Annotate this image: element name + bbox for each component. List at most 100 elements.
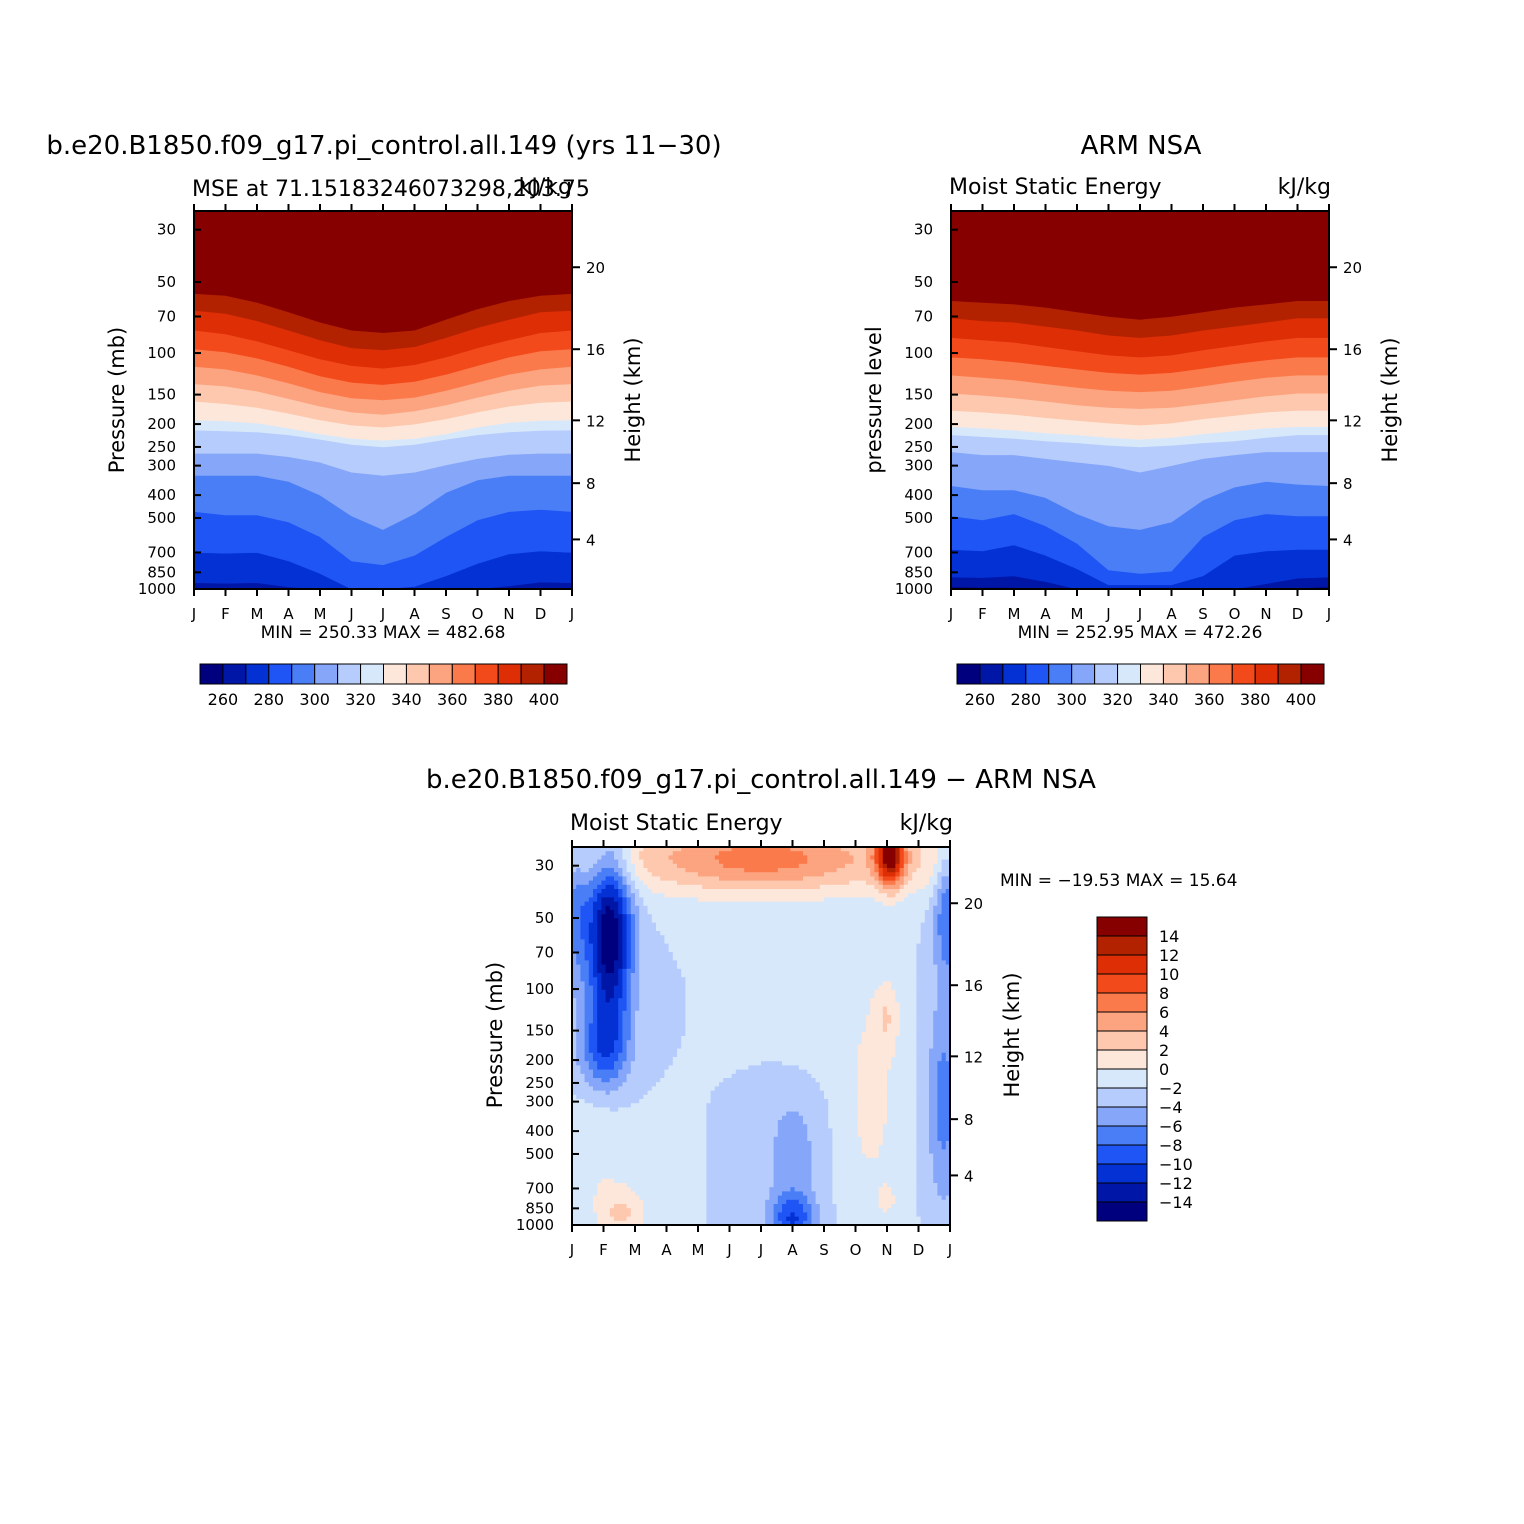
diff-contour-cell bbox=[803, 1220, 812, 1225]
diff-contour-cell bbox=[601, 1078, 611, 1083]
diff-contour-cell bbox=[887, 1086, 917, 1092]
diff-contour-cell bbox=[937, 1073, 950, 1079]
diff-contour-cell bbox=[572, 1178, 602, 1184]
diff-contour-cell bbox=[861, 1136, 884, 1142]
diff-contour-cell bbox=[622, 893, 628, 898]
diff-contour-cell bbox=[878, 851, 884, 856]
diff-contour-cell bbox=[878, 1191, 892, 1197]
diff-contour-cell bbox=[572, 889, 594, 894]
diff-contour-cell bbox=[618, 943, 623, 949]
diff-xtick-label: F bbox=[599, 1241, 608, 1259]
diff-contour-cell bbox=[622, 1010, 632, 1016]
diff-contour-cell bbox=[945, 960, 950, 966]
diff-contour-cell bbox=[891, 1187, 917, 1192]
diff-contour-cell bbox=[782, 1208, 804, 1213]
diff-contour-cell bbox=[895, 855, 901, 861]
diff-contour-cell bbox=[588, 939, 598, 945]
diff-contour-cell bbox=[622, 973, 628, 978]
diff-contour-cell bbox=[874, 897, 905, 903]
diff-contour-cell bbox=[916, 1162, 934, 1167]
diff-contour-cell bbox=[580, 935, 590, 940]
diff-contour-cell bbox=[647, 884, 703, 890]
diff-contour-cell bbox=[807, 1199, 817, 1205]
diff-contour-cell bbox=[811, 1183, 833, 1188]
diff-contour-cell bbox=[572, 847, 623, 852]
diff-contour-cell bbox=[790, 1220, 796, 1225]
diff-contour-cell bbox=[584, 1027, 590, 1033]
diff-contour-cell bbox=[933, 1019, 950, 1024]
diff-contour-cell bbox=[899, 1015, 917, 1020]
diff-contour-cell bbox=[584, 989, 594, 995]
model-colorbar-swatch bbox=[383, 663, 407, 685]
diff-contour-cell bbox=[572, 1162, 707, 1167]
diff-contour-cell bbox=[916, 1204, 950, 1209]
diff-contour-cell bbox=[630, 1069, 665, 1075]
diff-contour-cell bbox=[719, 1082, 821, 1087]
diff-contour-cell bbox=[572, 994, 586, 999]
diff-contour-cell bbox=[916, 1031, 934, 1037]
diff-contour-cell bbox=[929, 1124, 938, 1129]
diff-contour-cell bbox=[719, 859, 808, 865]
diff-contour-cell bbox=[651, 872, 699, 877]
diff-contour-cell bbox=[609, 1052, 619, 1058]
diff-contour-cell bbox=[807, 1195, 817, 1201]
diff-contour-cell bbox=[945, 889, 950, 894]
diff-colorbar-label: −4 bbox=[1159, 1098, 1183, 1117]
diff-contour-cell bbox=[937, 1082, 950, 1087]
diff-contour-cell bbox=[647, 910, 926, 915]
diff-colorbar-swatch bbox=[1096, 992, 1148, 1013]
diff-contour-cell bbox=[639, 851, 674, 856]
diff-contour-cell bbox=[584, 1036, 590, 1041]
diff-contour-cell bbox=[916, 1115, 930, 1121]
diff-contour-cell bbox=[572, 851, 607, 856]
diff-contour-cell bbox=[811, 1204, 821, 1209]
diff-contour-cell bbox=[941, 901, 950, 907]
diff-contour-cell bbox=[937, 1078, 950, 1083]
diff-contour-cell bbox=[635, 1191, 707, 1197]
diff-contour-cell bbox=[635, 922, 640, 928]
diff-contour-cell bbox=[635, 1027, 686, 1033]
diff-contour-cell bbox=[584, 1052, 594, 1058]
diff-contour-cell bbox=[622, 1036, 632, 1041]
diff-contour-cell bbox=[681, 968, 917, 974]
diff-contour-cell bbox=[588, 922, 598, 928]
diff-contour-cell bbox=[601, 901, 619, 907]
diff-contour-cell bbox=[916, 1170, 934, 1176]
diff-contour-cell bbox=[895, 851, 901, 856]
model-contour-band bbox=[194, 211, 572, 334]
diff-contour-cell bbox=[832, 1199, 880, 1205]
diff-contour-cell bbox=[937, 851, 950, 856]
diff-contour-cell bbox=[626, 905, 632, 911]
diff-contour-cell bbox=[815, 1195, 833, 1201]
diff-contour-cell bbox=[626, 960, 632, 966]
diff-contour-cell bbox=[857, 1128, 884, 1134]
diff-contour-cell bbox=[916, 1145, 930, 1150]
diff-contour-cell bbox=[626, 943, 632, 949]
diff-contour-cell bbox=[630, 960, 636, 966]
diff-contour-cell bbox=[622, 901, 628, 907]
diff-contour-cell bbox=[597, 1015, 619, 1020]
diff-contour-cell bbox=[584, 939, 590, 945]
diff-contour-cell bbox=[630, 897, 636, 903]
diff-contour-cell bbox=[593, 1015, 598, 1020]
diff-ytick-label: 150 bbox=[525, 1022, 554, 1040]
diff-contour-cell bbox=[937, 1132, 950, 1138]
diff-contour-cell bbox=[937, 1094, 950, 1100]
diff-contour-cell bbox=[685, 1010, 871, 1016]
diff-contour-cell bbox=[937, 1086, 950, 1092]
diff-ytick-label: 200 bbox=[525, 1051, 554, 1069]
diff-contour-cell bbox=[882, 1183, 888, 1188]
diff-contour-cell bbox=[635, 1023, 686, 1029]
diff-contour-cell bbox=[580, 968, 590, 974]
diff-contour-cell bbox=[857, 1048, 896, 1054]
diff-contour-cell bbox=[584, 1099, 640, 1104]
diff-contour-cell bbox=[664, 935, 922, 940]
diff-contour-cell bbox=[937, 931, 950, 936]
diff-contour-cell bbox=[887, 893, 896, 898]
diff-contour-cell bbox=[815, 1191, 833, 1197]
diff-contour-cell bbox=[622, 1048, 628, 1054]
diff-contour-cell bbox=[811, 1141, 833, 1146]
obs-contour-band bbox=[951, 211, 1329, 320]
diff-contour-cell bbox=[874, 876, 880, 882]
diff-contour-cell bbox=[811, 1073, 859, 1079]
